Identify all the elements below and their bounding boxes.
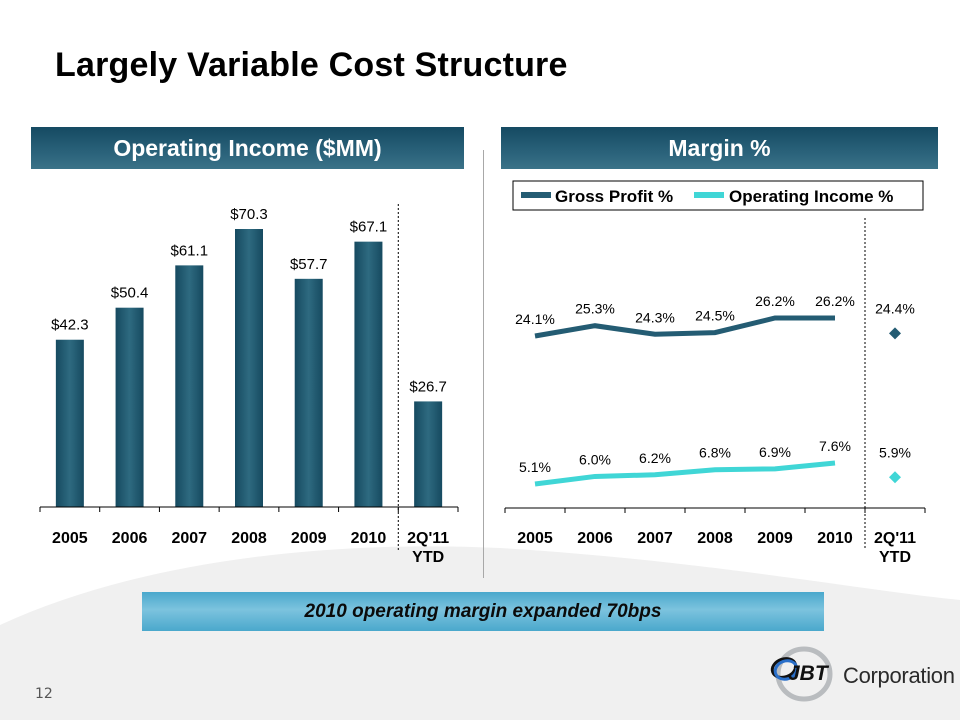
operating-income-line bbox=[534, 460, 836, 487]
bar-value-label: $42.3 bbox=[51, 317, 89, 334]
bar-2008 bbox=[235, 229, 263, 507]
bar-2009 bbox=[294, 278, 323, 507]
x-tick-label: 2005 bbox=[517, 530, 553, 547]
legend-swatch-operating-income bbox=[694, 192, 724, 198]
legend-swatch-gross-profit bbox=[521, 192, 551, 198]
x-tick-label: 2007 bbox=[637, 530, 673, 547]
operating-income-bar-chart: $42.3 2005 $50.4 2006 $61.1 2007 $70.3 2008 $57.… bbox=[39, 204, 459, 566]
operating-income-data-label: 6.0% bbox=[579, 451, 611, 467]
x-tick-label: 2Q'11 bbox=[874, 530, 916, 547]
x-tick-label: 2006 bbox=[577, 530, 613, 547]
x-tick-label: 2006 bbox=[112, 530, 148, 547]
bar-2005 bbox=[55, 339, 84, 507]
x-tick-label: 2009 bbox=[757, 530, 793, 547]
bar-2006 bbox=[115, 307, 144, 507]
panel-divider bbox=[483, 150, 484, 578]
page-number: 12 bbox=[35, 686, 53, 702]
gross-profit-ytd-marker bbox=[889, 327, 901, 340]
x-tick-label: YTD bbox=[412, 549, 444, 566]
bar-2010 bbox=[354, 241, 383, 507]
gross-profit-data-label: 24.3% bbox=[635, 309, 675, 325]
chart-legend: Gross Profit % Operating Income % bbox=[512, 180, 924, 211]
operating-income-header: Operating Income ($MM) bbox=[31, 127, 464, 169]
x-tick-label: 2009 bbox=[291, 530, 327, 547]
slide-title: Largely Variable Cost Structure bbox=[55, 46, 568, 84]
x-tick-label: 2007 bbox=[171, 530, 207, 547]
bar-2q-11-ytd bbox=[414, 401, 443, 507]
bar-value-label: $61.1 bbox=[171, 242, 209, 259]
operating-income-data-label: 5.1% bbox=[519, 459, 551, 475]
x-tick-label: YTD bbox=[879, 549, 911, 566]
bar-value-label: $50.4 bbox=[111, 285, 149, 302]
gross-profit-data-label: 24.4% bbox=[875, 300, 915, 316]
bar-value-label: $70.3 bbox=[230, 206, 268, 223]
legend-label-gross-profit: Gross Profit % bbox=[555, 187, 673, 206]
operating-income-ytd-marker bbox=[889, 471, 901, 484]
gross-profit-line bbox=[534, 315, 835, 339]
margin-header: Margin % bbox=[501, 127, 938, 169]
x-tick-label: 2010 bbox=[351, 530, 387, 547]
bar-value-label: $26.7 bbox=[409, 378, 447, 395]
x-tick-label: 2010 bbox=[817, 530, 853, 547]
x-tick-label: 2005 bbox=[52, 530, 88, 547]
x-tick-label: 2008 bbox=[231, 530, 267, 547]
gross-profit-data-label: 26.2% bbox=[755, 293, 795, 309]
gross-profit-data-label: 24.5% bbox=[695, 308, 735, 324]
operating-income-data-label: 5.9% bbox=[879, 444, 911, 460]
gross-profit-data-label: 24.1% bbox=[515, 311, 555, 327]
operating-income-data-label: 7.6% bbox=[819, 438, 851, 454]
margin-line-chart: Gross Profit % Operating Income % 24.1% 25.… bbox=[504, 180, 926, 566]
gross-profit-data-label: 25.3% bbox=[575, 301, 615, 317]
bar-value-label: $67.1 bbox=[350, 219, 388, 236]
x-tick-label: 2008 bbox=[697, 530, 733, 547]
operating-income-data-label: 6.2% bbox=[639, 450, 671, 466]
legend-label-operating-income: Operating Income % bbox=[729, 187, 893, 206]
gross-profit-data-label: 26.2% bbox=[815, 293, 855, 309]
jbt-logo: JBT Corporation bbox=[766, 646, 955, 706]
callout-text: 2010 operating margin expanded 70bps bbox=[304, 600, 662, 622]
callout-banner: 2010 operating margin expanded 70bps bbox=[142, 592, 824, 631]
logo-text: Corporation bbox=[843, 663, 955, 688]
jbt-logo-icon: JBT bbox=[770, 646, 833, 702]
x-tick-label: 2Q'11 bbox=[407, 530, 449, 547]
operating-income-data-label: 6.8% bbox=[699, 445, 731, 461]
bar-value-label: $57.7 bbox=[290, 256, 328, 273]
bar-2007 bbox=[175, 265, 204, 507]
operating-income-data-label: 6.9% bbox=[759, 444, 791, 460]
logo-mark: JBT bbox=[788, 662, 830, 685]
